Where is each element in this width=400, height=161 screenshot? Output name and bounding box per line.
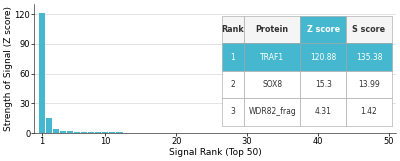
Bar [346,98,392,126]
Bar [300,71,346,98]
Text: 4.31: 4.31 [315,107,332,116]
Bar [300,98,346,126]
Text: 120.88: 120.88 [310,53,336,62]
Bar [74,132,80,133]
Bar [346,43,392,71]
Text: 15.3: 15.3 [315,80,332,89]
Bar [222,71,244,98]
Bar [300,16,346,43]
Bar [88,132,94,133]
Text: WDR82_frag: WDR82_frag [248,107,296,116]
Text: Rank: Rank [222,25,244,34]
Bar [60,131,66,133]
Bar [300,43,346,71]
Bar [244,98,300,126]
Text: SOX8: SOX8 [262,80,282,89]
Text: Protein: Protein [256,25,289,34]
Bar [38,13,44,133]
Bar [244,16,300,43]
Text: 1.42: 1.42 [361,107,378,116]
Text: 135.38: 135.38 [356,53,382,62]
Bar [244,71,300,98]
Bar [346,71,392,98]
Text: 3: 3 [231,107,236,116]
Bar [67,132,73,133]
Text: Z score: Z score [306,25,340,34]
Text: S score: S score [352,25,386,34]
Text: 1: 1 [231,53,236,62]
X-axis label: Signal Rank (Top 50): Signal Rank (Top 50) [169,148,262,157]
Bar [102,132,108,133]
Text: 2: 2 [231,80,236,89]
Bar [81,132,87,133]
Bar [346,16,392,43]
Text: 13.99: 13.99 [358,80,380,89]
Bar [222,98,244,126]
Y-axis label: Strength of Signal (Z score): Strength of Signal (Z score) [4,6,13,131]
Bar [95,132,101,133]
Bar [222,16,244,43]
Bar [222,43,244,71]
Bar [46,118,52,133]
Bar [244,43,300,71]
Bar [53,129,59,133]
Text: TRAF1: TRAF1 [260,53,284,62]
